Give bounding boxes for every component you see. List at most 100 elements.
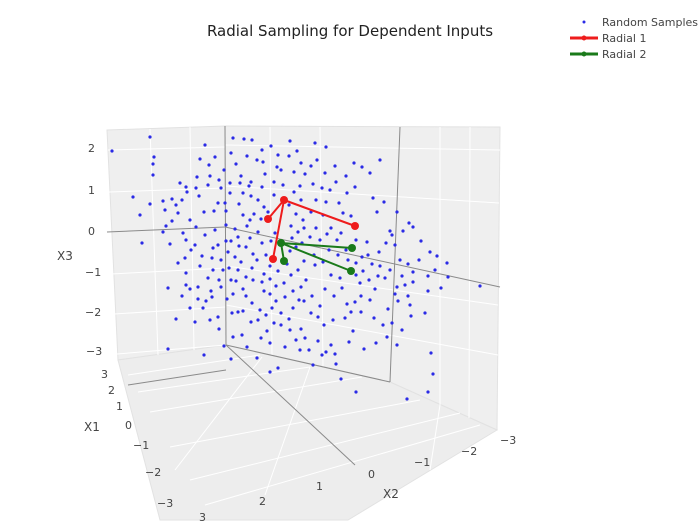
sample-point [337, 201, 341, 205]
sample-point [152, 155, 156, 159]
sample-point [193, 243, 197, 247]
sample-point [408, 303, 412, 307]
sample-point [219, 285, 223, 289]
sample-point [272, 193, 276, 197]
sample-point [478, 284, 482, 288]
sample-point [400, 274, 404, 278]
sample-point [316, 339, 320, 343]
sample-point [287, 203, 291, 207]
sample-point [382, 200, 386, 204]
sample-point [431, 372, 435, 376]
sample-point [279, 311, 283, 315]
sample-point [311, 363, 315, 367]
sample-point [310, 294, 314, 298]
sample-point [241, 191, 245, 195]
sample-point [213, 155, 217, 159]
tick-label: 1 [316, 480, 323, 493]
x3-axis-ticks: 2 1 0 −1 −2 −3 [85, 142, 102, 358]
sample-point [390, 321, 394, 325]
sample-point [309, 164, 313, 168]
sample-point [249, 320, 253, 324]
tick-label: −2 [461, 445, 477, 458]
tick-label: −3 [500, 434, 516, 447]
tick-label: −1 [414, 456, 430, 469]
sample-point [164, 224, 168, 228]
sample-point [151, 162, 155, 166]
sample-point [270, 306, 274, 310]
sample-point [260, 185, 264, 189]
tick-label: 2 [88, 142, 95, 155]
sample-point [411, 280, 415, 284]
radial-line [280, 242, 353, 249]
sample-point [221, 268, 225, 272]
sample-point [354, 390, 358, 394]
sample-point [334, 362, 338, 366]
sample-point [239, 260, 243, 264]
legend-item-radial-2[interactable]: Radial 2 [570, 46, 698, 62]
sample-point [209, 289, 213, 293]
sample-point [347, 340, 351, 344]
sample-point [324, 350, 328, 354]
radial-line [283, 199, 356, 227]
sample-point [393, 292, 397, 296]
sample-point [250, 138, 254, 142]
sample-point [281, 183, 285, 187]
sample-point [240, 333, 244, 337]
sample-point [216, 243, 220, 247]
sample-point [268, 264, 272, 268]
radial-line [280, 242, 352, 272]
sample-point [334, 180, 338, 184]
sample-point [224, 239, 228, 243]
sample-point [213, 228, 217, 232]
sample-point [308, 235, 312, 239]
sample-point [189, 248, 193, 252]
sample-point [446, 275, 450, 279]
radial-1-series [264, 196, 359, 263]
sample-point [188, 306, 192, 310]
sample-point [388, 229, 392, 233]
legend-item-random-samples[interactable]: Random Samples [570, 14, 698, 30]
sample-point [202, 210, 206, 214]
sample-point [336, 253, 340, 257]
sample-point [405, 397, 409, 401]
sample-point [289, 224, 293, 228]
sample-point [395, 343, 399, 347]
sample-point [196, 285, 200, 289]
sample-point [210, 256, 214, 260]
sample-point [245, 345, 249, 349]
sample-point [237, 244, 241, 248]
radial-line [272, 199, 285, 260]
sample-point [140, 241, 144, 245]
sample-point [261, 160, 265, 164]
sample-point [222, 344, 226, 348]
sample-point [406, 262, 410, 266]
x1-axis-label: X1 [84, 420, 100, 434]
sample-point [196, 297, 200, 301]
sample-point [279, 323, 283, 327]
sample-point [225, 297, 229, 301]
radial-center-point [280, 196, 288, 204]
sample-point [226, 250, 230, 254]
sample-point [238, 181, 242, 185]
sample-point [194, 186, 198, 190]
sample-point [247, 184, 251, 188]
sample-point [294, 338, 298, 342]
sample-point [216, 201, 220, 205]
sample-point [195, 175, 199, 179]
left-wall [106, 125, 227, 361]
sample-point [170, 197, 174, 201]
sample-point [275, 165, 279, 169]
legend-item-radial-1[interactable]: Radial 1 [570, 30, 698, 46]
sample-point [288, 139, 292, 143]
tick-label: −2 [85, 306, 101, 319]
marker-dot-icon [570, 17, 598, 27]
radial-2-series [277, 239, 356, 275]
sample-point [268, 341, 272, 345]
sample-point [333, 164, 337, 168]
sample-point [409, 314, 413, 318]
sample-point [315, 158, 319, 162]
sample-point [327, 248, 331, 252]
sample-point [276, 269, 280, 273]
